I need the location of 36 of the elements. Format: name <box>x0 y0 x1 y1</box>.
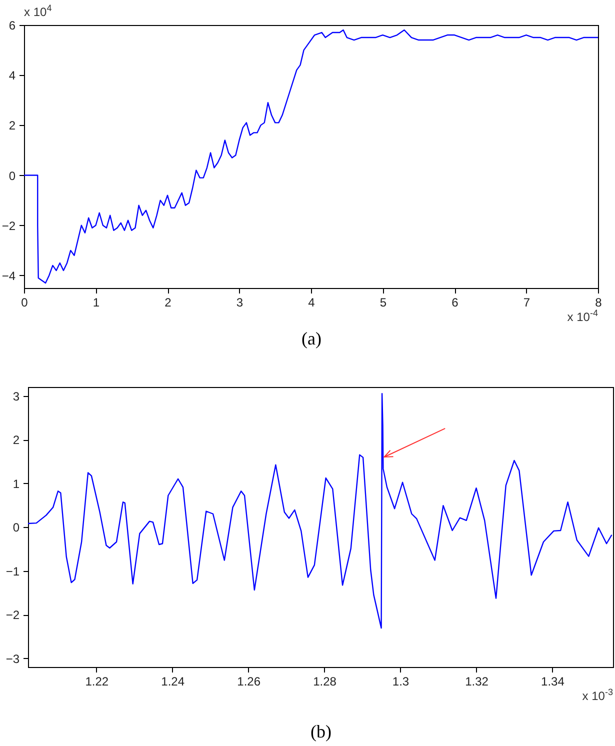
x-tick-label: 1.28 <box>313 674 337 688</box>
y-tick-label: −1 <box>6 564 20 578</box>
x-tick-label: 1.22 <box>85 674 109 688</box>
y-tick-label: −2 <box>2 218 16 233</box>
y-tick-label: 1 <box>12 476 20 491</box>
y-tick-label: 4 <box>8 68 16 83</box>
x-tick-label: 6 <box>452 296 459 310</box>
y-tick-label: 6 <box>8 18 16 32</box>
y-tick-label: 3 <box>12 389 20 404</box>
x-tick-label: 1 <box>92 296 100 310</box>
x-tick-label: 8 <box>595 296 602 310</box>
x-tick-label: 1.34 <box>541 674 565 688</box>
y-tick-label: 2 <box>12 433 20 447</box>
x-tick-label: 1.32 <box>465 674 489 688</box>
line-series <box>24 29 598 284</box>
x-tick-label: 1.26 <box>237 674 261 688</box>
y-tick-label: 0 <box>8 168 16 183</box>
x-tick-label: 1.3 <box>392 674 410 688</box>
x-tick-label: 3 <box>236 296 244 310</box>
y-tick-label: −4 <box>2 268 16 283</box>
y-tick-label: −2 <box>6 608 20 622</box>
text: x 10$^{-3}$ <box>582 687 613 703</box>
x-tick-label: 0 <box>21 296 28 310</box>
x-tick-label: 7 <box>523 296 530 310</box>
x-tick-label: 4 <box>308 296 316 310</box>
y-tick-label: 2 <box>8 118 16 133</box>
x-tick-label: 2 <box>164 296 172 310</box>
x-axis-title: (a) <box>302 328 322 348</box>
y-tick-label: −3 <box>6 652 20 666</box>
x-tick-label: 5 <box>380 296 387 310</box>
text: x 10$^{4}$ <box>24 3 52 19</box>
x-axis-title: (b) <box>310 722 332 742</box>
text: x 10$^{-4}$ <box>567 308 598 324</box>
x-tick-label: 1.24 <box>161 674 185 688</box>
y-tick-label: 0 <box>12 520 20 534</box>
line-series <box>28 392 612 629</box>
